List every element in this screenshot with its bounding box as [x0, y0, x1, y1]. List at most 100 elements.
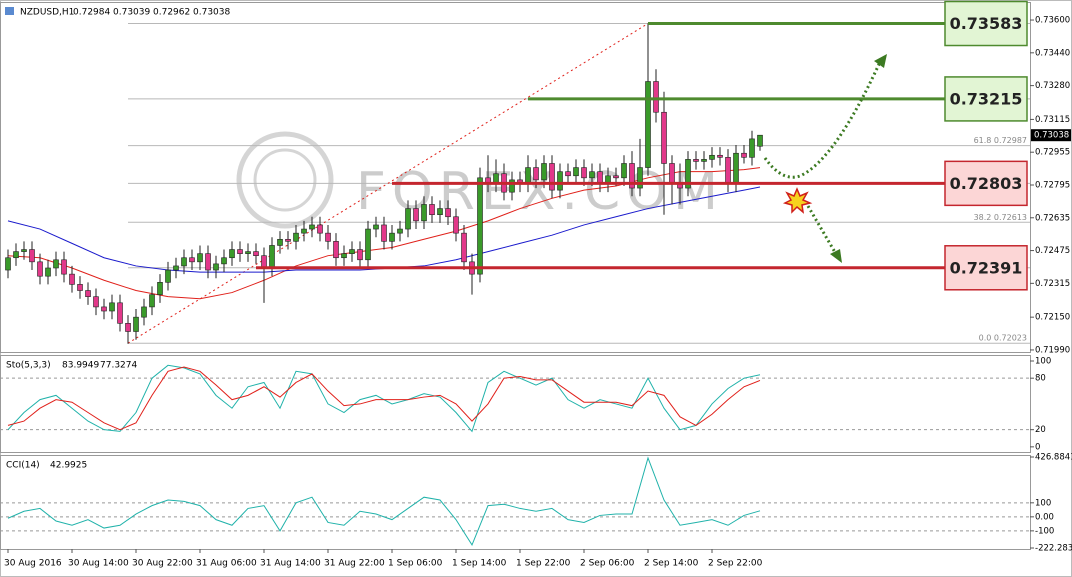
last-low: 0.72962	[153, 8, 190, 18]
last-high: 0.73039	[113, 8, 150, 18]
candle-body	[173, 265, 179, 271]
candle-body	[645, 81, 651, 168]
candle-body	[389, 232, 395, 242]
y-tick-label: 20	[1035, 425, 1046, 435]
level-box	[944, 0, 1028, 47]
candle-body	[749, 138, 755, 158]
candle-body	[149, 294, 155, 308]
candle-body	[429, 204, 435, 216]
cci-value: 42.9925	[50, 461, 87, 471]
y-tick-label: 0.73115	[1035, 115, 1070, 125]
cci-title: CCI(14)	[6, 461, 40, 471]
candle-body	[53, 259, 59, 269]
candle-body	[725, 157, 731, 185]
candle-body	[549, 163, 555, 191]
candle-body	[189, 257, 195, 263]
candle-body	[693, 159, 699, 162]
candle-body	[573, 167, 579, 177]
candle-body	[669, 163, 675, 185]
fib-label: 0.0 0.72023	[979, 334, 1027, 343]
candle-body	[157, 282, 163, 295]
candle-body	[653, 81, 659, 113]
candle-body	[325, 232, 331, 242]
bull-arrowhead	[874, 54, 887, 68]
candle-body	[117, 302, 123, 324]
candle-body	[541, 163, 547, 181]
stoch-pane	[0, 355, 1031, 453]
candle-body	[709, 154, 715, 160]
x-tick-label: 31 Aug 22:00	[324, 559, 385, 569]
y-tick-label: 0.71990	[1035, 345, 1070, 355]
candle-body	[37, 261, 43, 277]
x-tick-label: 2 Sep 22:00	[708, 559, 763, 569]
candle-body	[373, 224, 379, 230]
candle-body	[213, 263, 219, 271]
candle-body	[437, 208, 443, 216]
x-tick-label: 31 Aug 06:00	[196, 559, 257, 569]
candle-body	[13, 251, 19, 259]
candle-body	[717, 154, 723, 158]
breakout-icon	[782, 187, 813, 214]
y-tick-label: 0.72795	[1035, 180, 1070, 190]
last-close: 0.73038	[193, 8, 230, 18]
x-tick-label: 1 Sep 14:00	[452, 559, 507, 569]
current-price: 0.73038	[1034, 131, 1069, 141]
candle-body	[5, 257, 11, 271]
candle-body	[557, 171, 563, 191]
candle-body	[509, 179, 515, 193]
fib-trendline	[127, 23, 649, 344]
main-pane	[0, 2, 1031, 353]
candle-body	[45, 267, 51, 277]
watermark-circle	[236, 131, 334, 229]
y-tick-label: 426.8841	[1035, 453, 1072, 463]
candle-body	[309, 224, 315, 230]
watermark-circle	[253, 148, 317, 212]
candle-body	[757, 134, 763, 147]
candle-body	[533, 167, 539, 181]
candle-body	[405, 208, 411, 230]
candle-body	[581, 167, 587, 179]
candle-body	[453, 216, 459, 234]
y-tick-label: 0.72475	[1035, 246, 1070, 256]
candle-body	[365, 228, 371, 261]
candle-body	[733, 152, 739, 185]
fib-label: 38.2 0.72613	[974, 213, 1027, 222]
series-line	[7, 456, 761, 546]
candle-body	[133, 316, 139, 332]
candle-body	[413, 208, 419, 222]
candle-body	[333, 241, 339, 259]
candle-body	[93, 296, 99, 308]
candle-body	[661, 111, 667, 164]
candle-body	[349, 249, 355, 254]
candle-body	[125, 323, 131, 332]
symbol-icon	[5, 7, 14, 15]
watermark-logo	[236, 131, 334, 229]
candle-body	[205, 253, 211, 271]
candle-body	[397, 228, 403, 234]
candle-body	[181, 257, 187, 267]
current-price-box	[1031, 129, 1071, 142]
y-tick-label: 0.73600	[1035, 16, 1070, 26]
candle-body	[341, 253, 347, 259]
candle-body	[245, 251, 251, 254]
level-label: 0.73215	[950, 89, 1023, 108]
x-tick-label: 1 Sep 22:00	[516, 559, 571, 569]
y-tick-label: 0	[1035, 442, 1040, 452]
stoch-main-value: 83.9949	[62, 361, 99, 371]
candle-body	[621, 163, 627, 179]
level-box	[944, 76, 1028, 122]
y-tick-label: 0.72635	[1035, 213, 1070, 223]
candle-body	[277, 238, 283, 246]
candle-body	[701, 159, 707, 162]
candle-body	[357, 249, 363, 261]
candle-body	[301, 228, 307, 234]
candle-body	[269, 245, 275, 269]
y-tick-label: 0.72150	[1035, 313, 1070, 323]
candle-body	[109, 302, 115, 312]
candle-body	[477, 177, 483, 275]
x-tick-label: 30 Aug 14:00	[68, 559, 129, 569]
candle-body	[285, 238, 291, 242]
